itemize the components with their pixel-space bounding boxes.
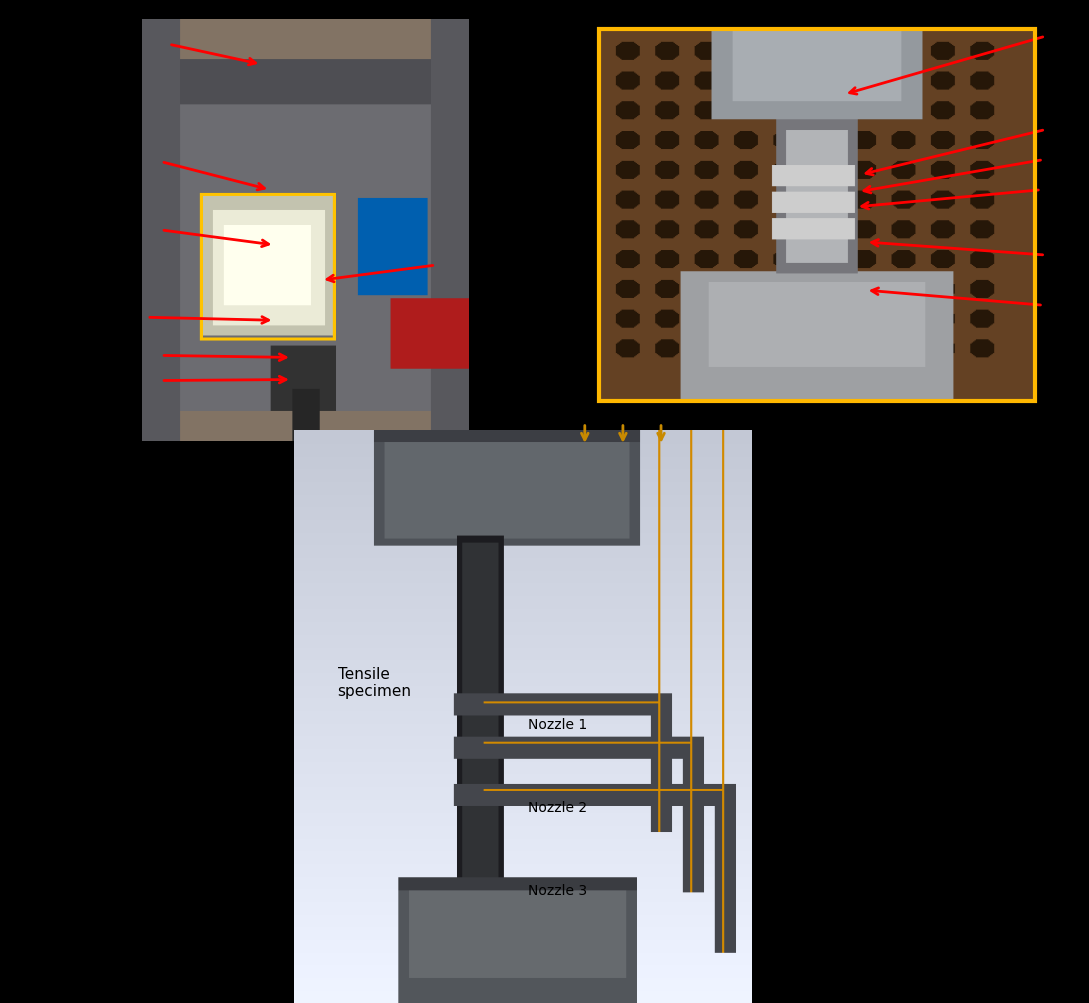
Text: Tensile
specimen: Tensile specimen (338, 666, 412, 698)
Text: Nozzle 2: Nozzle 2 (528, 800, 587, 814)
Text: Nozzle 1: Nozzle 1 (528, 717, 587, 731)
Bar (599, 30, 1035, 401)
Text: Nozzle 3: Nozzle 3 (528, 883, 587, 897)
